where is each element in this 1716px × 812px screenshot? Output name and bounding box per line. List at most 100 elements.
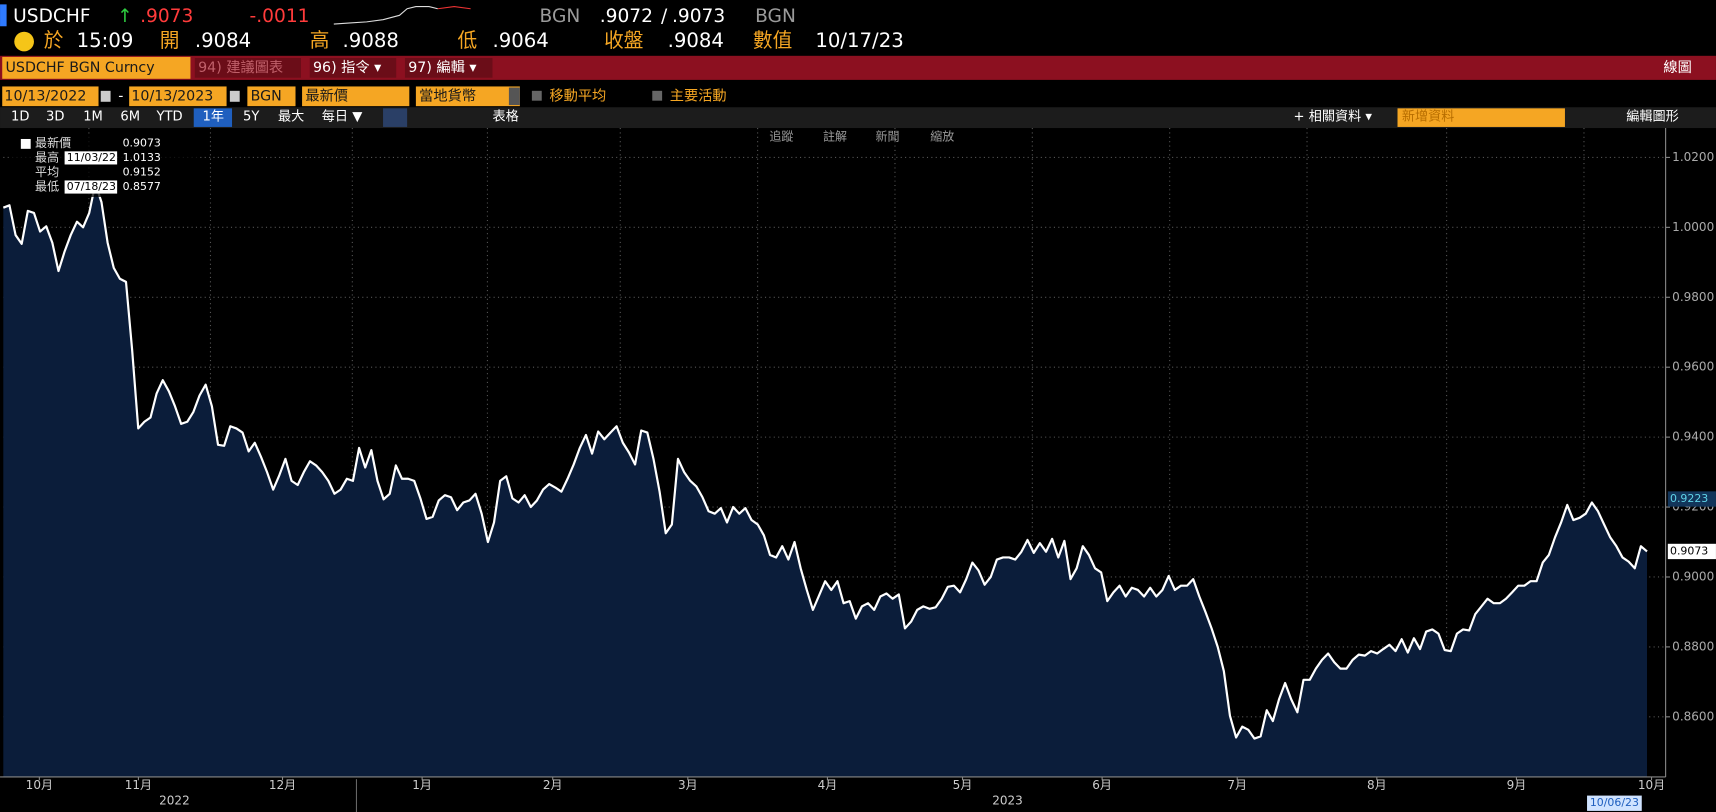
chart-tool[interactable]: 註解: [823, 129, 847, 143]
legend: 最新價 0.9073 最高 11/03/22 1.0133 平均 0.9152 最低 07/18…: [8, 135, 198, 197]
area: [3, 183, 1648, 777]
legend-label: 平均: [35, 165, 59, 179]
currency[interactable]: 當地貨幣: [419, 87, 476, 104]
y-tick-label: 0.9000: [1672, 569, 1714, 583]
y-tick-label: 0.9600: [1672, 360, 1714, 374]
add-data-box[interactable]: [1397, 108, 1565, 127]
sparkline: [333, 6, 438, 25]
x-tick-label: 8月: [1367, 778, 1387, 792]
legend-value: 0.8577: [123, 180, 161, 193]
ranges: 1D 3D 1M 6M YTD 1年 5Y 最大: [11, 109, 304, 125]
calendar-icon[interactable]: [100, 90, 111, 102]
legend-label: 最低: [35, 180, 59, 194]
start[interactable]: 10/13/2022: [4, 88, 86, 104]
legend-value: 1.0133: [123, 151, 161, 164]
field-box[interactable]: [302, 86, 410, 107]
ask: .9073: [672, 6, 725, 27]
arrow: ↑: [117, 6, 133, 27]
range-button[interactable]: YTD: [156, 110, 183, 125]
x-tick-label: 9月: [1507, 778, 1527, 792]
time: 15:09: [77, 29, 134, 52]
open: .9084: [195, 29, 251, 52]
range-selected[interactable]: [193, 108, 233, 127]
add-data[interactable]: 新增資料: [1402, 109, 1454, 125]
price-marker-label: 0.9223: [1670, 492, 1708, 505]
dash: -: [118, 88, 123, 104]
change: -.0011: [250, 6, 310, 27]
open-label: 開: [160, 29, 180, 52]
calendar-icon[interactable]: [229, 90, 240, 102]
y-tick-label: 0.9800: [1672, 290, 1714, 304]
range-button[interactable]: 1年: [202, 109, 223, 125]
ticker: USDCHF: [13, 6, 90, 27]
security[interactable]: USDCHF BGN Curncy: [6, 60, 155, 76]
checkbox[interactable]: [652, 90, 663, 101]
legend-date: 07/18/23: [67, 180, 116, 193]
suggest[interactable]: 94) 建議圖表: [198, 58, 283, 76]
y-tick-label: 0.9400: [1672, 430, 1714, 444]
table[interactable]: 表格: [492, 109, 518, 125]
end-box[interactable]: [129, 86, 227, 107]
dropdown[interactable]: [508, 87, 520, 106]
moving-average[interactable]: 移動平均: [549, 87, 606, 104]
separator: /: [661, 6, 668, 27]
chart-tool[interactable]: 追蹤: [769, 128, 793, 143]
field[interactable]: 最新價: [305, 87, 348, 104]
plot: 0.86000.88000.90000.92000.94000.96000.98…: [0, 128, 1716, 812]
range-button[interactable]: 1M: [83, 110, 103, 125]
suggest-button[interactable]: [194, 58, 301, 78]
date: 10/17/23: [815, 29, 903, 52]
x-tick-label: 3月: [678, 778, 698, 792]
range-button[interactable]: 3D: [46, 110, 64, 125]
start-box[interactable]: [2, 86, 99, 107]
edit-button[interactable]: [404, 58, 493, 78]
low: .9064: [492, 29, 548, 52]
legend-value: 0.9152: [123, 165, 161, 178]
clock-icon: [14, 31, 34, 52]
related[interactable]: + 相關資料 ▾: [1294, 109, 1373, 125]
edit[interactable]: 97) 編輯 ▾: [408, 59, 477, 76]
range-button[interactable]: 1D: [11, 110, 29, 125]
checkbox[interactable]: [531, 90, 542, 101]
x-tick-label: 10月: [1638, 778, 1665, 792]
focus-bar: [0, 4, 7, 27]
chart-type[interactable]: 線圖: [1663, 59, 1691, 76]
edit-chart[interactable]: 編輯圖形: [1626, 109, 1679, 125]
range-button[interactable]: 6M: [120, 110, 140, 125]
events[interactable]: 主要活動: [670, 87, 727, 104]
price-marker-label: 0.9073: [1670, 544, 1708, 557]
range-button[interactable]: 5Y: [243, 110, 260, 125]
legend-label: 最高: [35, 149, 59, 164]
at-label: 於: [44, 29, 64, 52]
line-icon[interactable]: [383, 108, 408, 127]
chart-tool[interactable]: 新聞: [876, 128, 900, 143]
security-box[interactable]: [2, 56, 191, 79]
y-tick-label: 1.0200: [1672, 150, 1714, 164]
date-flag-label: 10/06/23: [1590, 796, 1639, 809]
commands[interactable]: 96) 指令 ▾: [313, 59, 382, 76]
source-box[interactable]: [247, 86, 296, 107]
currency-box[interactable]: [415, 86, 520, 107]
x-tick-label: 2月: [543, 778, 563, 792]
legend-date-box: [64, 180, 118, 194]
y-tick-label: 1.0000: [1672, 220, 1714, 234]
range-button[interactable]: 最大: [278, 109, 304, 125]
period[interactable]: 每日 ▼: [322, 109, 363, 125]
sparkline-tail: [437, 6, 471, 10]
chart-tool[interactable]: 縮放: [930, 128, 954, 143]
commands-button[interactable]: [309, 58, 397, 78]
x-tick-label: 10月: [26, 778, 53, 792]
price-marker: [1667, 491, 1716, 507]
value-label: 數值: [753, 29, 792, 52]
bid: .9072: [600, 6, 653, 27]
price-line: [2, 182, 1648, 740]
end[interactable]: 10/13/2023: [131, 88, 213, 104]
y-tick-label: 0.8600: [1672, 709, 1714, 723]
last: .9073: [140, 6, 193, 27]
x-tick-label: 6月: [1092, 778, 1112, 792]
low-label: 低: [457, 29, 477, 52]
control-source[interactable]: BGN: [251, 88, 282, 104]
chart-tools: 追蹤 註解 新聞 縮放: [769, 128, 954, 143]
legend-date: 11/03/22: [67, 151, 116, 164]
